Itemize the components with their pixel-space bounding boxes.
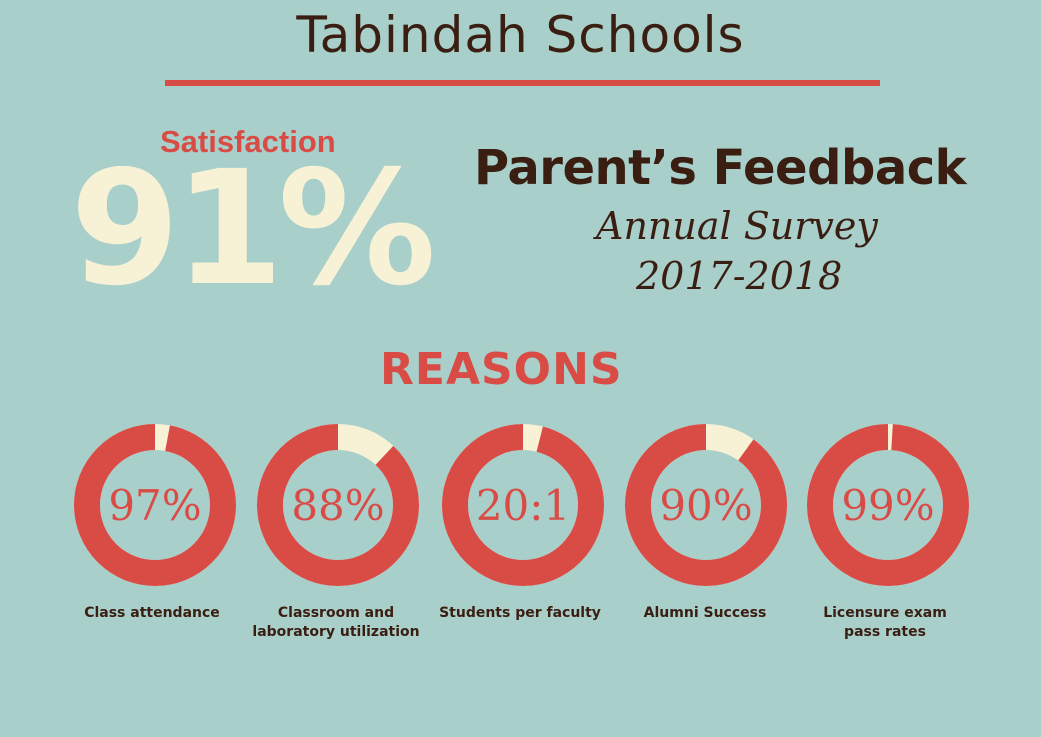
donut-caption: Licensure exam pass rates — [823, 605, 947, 640]
donut-arc — [442, 424, 604, 586]
reasons-heading: REASONS — [380, 344, 623, 395]
donut-value: 20:1 — [476, 481, 570, 530]
donut-value: 97% — [108, 481, 201, 530]
donut-value: 99% — [841, 481, 934, 530]
donut-caption: Students per faculty — [439, 605, 601, 621]
donut-alumni-success: 90% — [621, 420, 791, 590]
donut-arc — [625, 424, 787, 586]
survey-years: 2017-2018 — [636, 254, 843, 298]
page-title: Tabindah Schools — [296, 6, 745, 64]
donut-licensure-exam: 99% — [803, 420, 973, 590]
donut-classroom-utilization: 88% — [253, 420, 423, 590]
title-underline — [165, 80, 880, 86]
donut-arc — [74, 424, 236, 586]
donut-caption: Class attendance — [84, 605, 220, 621]
donut-caption: Classroom and laboratory utilization — [252, 605, 420, 640]
donut-arc — [807, 424, 969, 586]
donut-value: 90% — [659, 481, 752, 530]
donut-students-per-faculty: 20:1 — [438, 420, 608, 590]
donut-arc — [257, 424, 419, 586]
donut-class-attendance: 97% — [70, 420, 240, 590]
donut-caption: Alumni Success — [643, 605, 767, 621]
donut-value: 88% — [291, 481, 384, 530]
satisfaction-value: 91% — [70, 137, 436, 321]
feedback-title: Parent’s Feedback — [474, 140, 967, 196]
satisfaction-label: Satisfaction — [160, 124, 336, 159]
survey-subtitle: Annual Survey — [596, 204, 878, 248]
